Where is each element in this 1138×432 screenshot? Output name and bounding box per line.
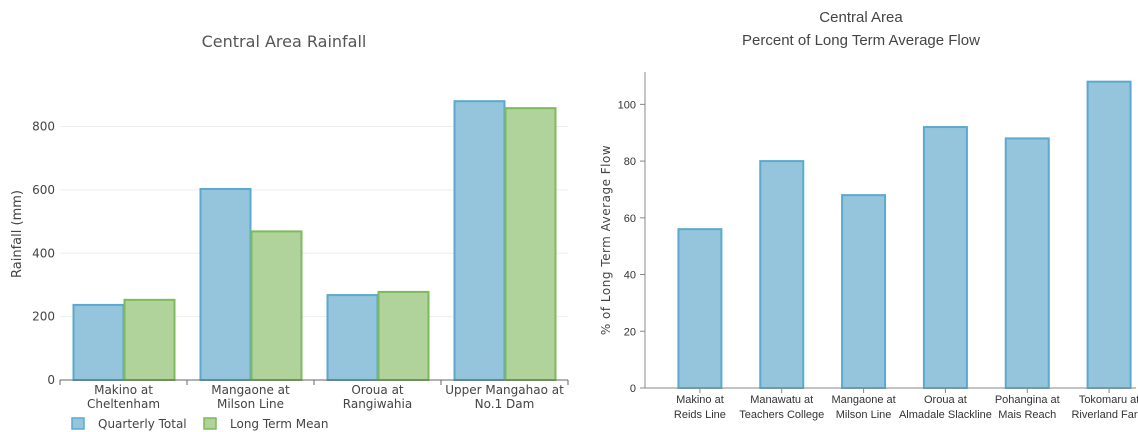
y-tick-label: 80 <box>624 156 636 168</box>
bar[interactable] <box>922 126 968 390</box>
x-tick-label: Milson Line <box>836 409 892 421</box>
x-tick-label: Reids Line <box>674 409 726 421</box>
x-tick-label: Mangaone at <box>211 383 290 397</box>
x-tick-label: No.1 Dam <box>475 397 535 411</box>
flow-percent-chart: Central Area Percent of Long Term Averag… <box>599 9 1138 421</box>
bar[interactable] <box>841 194 887 389</box>
y-axis-label: % of Long Term Average Flow <box>599 145 613 335</box>
x-tick-label: Riverland Farm <box>1071 409 1138 421</box>
x-tick-label: Teachers College <box>739 409 824 421</box>
x-tick-label: Cheltenham <box>87 397 160 411</box>
bar-long-term-mean[interactable] <box>504 107 557 381</box>
chart-title: Central Area Rainfall <box>202 32 367 51</box>
legend-item-quarterly-total[interactable]: Quarterly Total <box>71 417 187 431</box>
x-tick-label: Pohangina at <box>995 394 1060 406</box>
x-tick-label: Oroua at <box>924 394 967 406</box>
chart-title-line-1: Central Area <box>819 9 903 26</box>
bar[interactable] <box>759 160 805 389</box>
x-tick-label: Makino at <box>676 394 724 406</box>
y-tick-label: 800 <box>32 120 55 134</box>
rainfall-chart: Central Area Rainfall 0 200 400 600 800 Maki… <box>10 32 569 431</box>
bars <box>72 100 557 382</box>
bar-long-term-mean[interactable] <box>123 298 176 382</box>
bar-quarterly-total[interactable] <box>453 100 506 381</box>
bar-quarterly-total[interactable] <box>72 303 125 381</box>
y-tick-label: 400 <box>32 246 55 260</box>
x-tick-label: Milson Line <box>217 397 284 411</box>
legend-item-long-term-mean[interactable]: Long Term Mean <box>203 417 328 431</box>
x-tick-labels: Makino at Reids Line Manawatu at Teachers C… <box>674 394 1138 421</box>
axes <box>640 72 1136 393</box>
x-tick-label: Almadale Slackline <box>899 409 992 421</box>
x-tick-label: Tokomaru at <box>1079 394 1138 406</box>
x-tick-label: Upper Mangahao at <box>445 383 564 397</box>
x-tick-label: Oroua at <box>351 383 404 397</box>
legend-swatch <box>71 417 85 430</box>
bars <box>677 80 1132 390</box>
bar-long-term-mean[interactable] <box>377 290 430 382</box>
x-tick-label: Mangaone at <box>831 394 895 406</box>
axes <box>59 379 569 385</box>
y-tick-label: 20 <box>624 326 636 338</box>
y-tick-label: 60 <box>624 213 636 225</box>
y-tick-label: 200 <box>32 310 55 324</box>
bar-quarterly-total[interactable] <box>199 187 252 381</box>
bar-quarterly-total[interactable] <box>326 294 379 381</box>
x-tick-label: Makino at <box>94 383 153 397</box>
x-tick-label: Mais Reach <box>998 409 1056 421</box>
y-tick-labels: 0 200 400 600 800 <box>32 120 55 387</box>
y-tick-labels: 0 20 40 60 80 100 <box>618 99 636 395</box>
y-tick-label: 100 <box>618 99 636 111</box>
legend[interactable]: Quarterly Total Long Term Mean <box>71 417 328 431</box>
x-tick-label: Rangiwahia <box>343 397 412 411</box>
bar-long-term-mean[interactable] <box>250 230 303 381</box>
y-tick-label: 40 <box>624 270 636 282</box>
bar[interactable] <box>1004 137 1050 389</box>
y-tick-label: 0 <box>47 373 55 387</box>
legend-swatch <box>203 417 217 430</box>
x-tick-label: Manawatu at <box>750 394 813 406</box>
legend-label: Long Term Mean <box>230 417 328 431</box>
legend-label: Quarterly Total <box>98 417 187 431</box>
bar[interactable] <box>677 228 723 389</box>
bar[interactable] <box>1086 80 1132 389</box>
y-tick-label: 0 <box>630 383 636 395</box>
y-axis-label: Rainfall (mm) <box>10 190 25 278</box>
chart-title-line-2: Percent of Long Term Average Flow <box>742 32 980 49</box>
y-tick-label: 600 <box>32 183 55 197</box>
